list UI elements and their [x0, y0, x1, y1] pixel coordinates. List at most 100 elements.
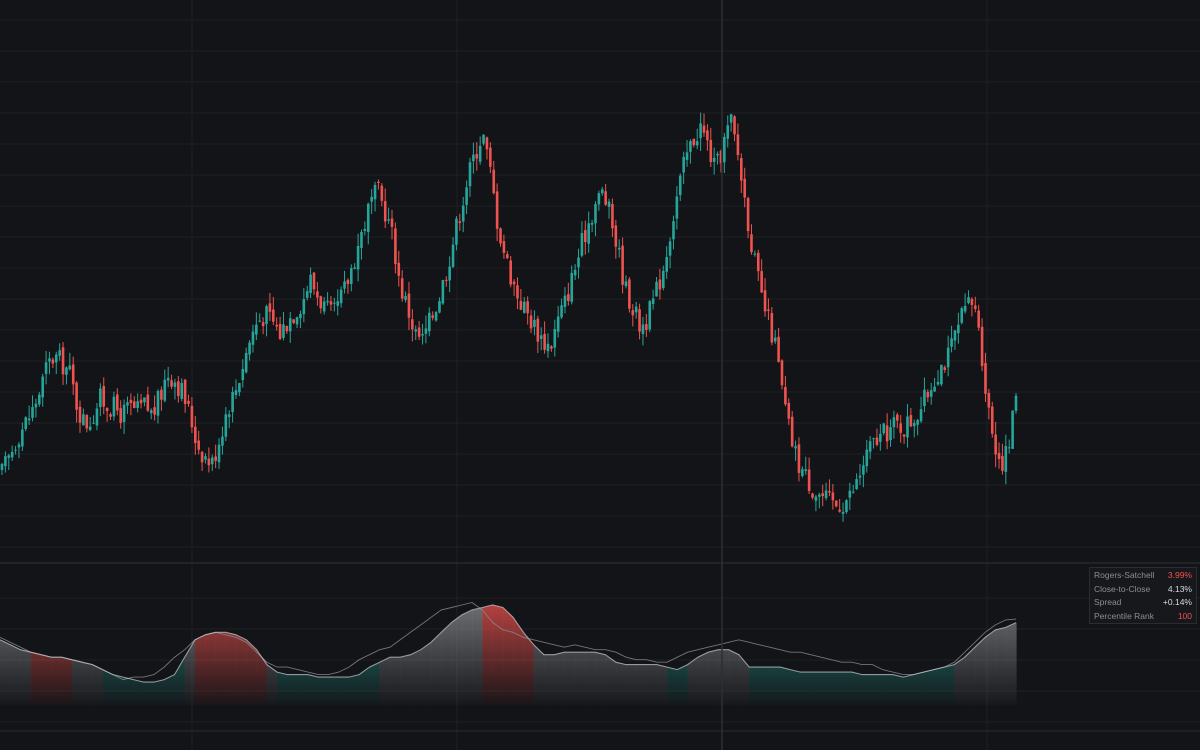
- candle-body: [889, 427, 892, 441]
- candle-body: [760, 271, 763, 293]
- volatility-fill-segment: [985, 629, 997, 705]
- candle-body: [573, 269, 577, 276]
- stat-value: 4.13%: [1167, 583, 1192, 594]
- volatility-fill-segment: [246, 639, 258, 705]
- volatility-fill-segment: [10, 644, 22, 705]
- candle-body: [614, 225, 618, 247]
- candle-body: [892, 417, 896, 428]
- candle-body: [424, 328, 428, 334]
- candle-body: [444, 279, 448, 281]
- candle-body: [27, 418, 31, 421]
- candle-body: [868, 441, 872, 452]
- candle-body: [543, 333, 546, 350]
- volatility-fill-segment: [974, 637, 986, 705]
- candle-body: [926, 391, 930, 398]
- volatility-fill-segment: [112, 674, 124, 705]
- candle-body: [509, 260, 512, 285]
- candle-body: [665, 256, 668, 272]
- candle-body: [217, 444, 221, 463]
- candle-body: [658, 279, 662, 290]
- candle-body: [580, 233, 584, 256]
- candle-body: [475, 154, 479, 159]
- volatility-fill-segment: [461, 609, 473, 705]
- volatility-fill-segment: [882, 674, 894, 705]
- candle-body: [526, 301, 529, 314]
- candle-body: [977, 310, 980, 328]
- candle-body: [902, 434, 906, 437]
- candle-body: [997, 452, 1001, 459]
- candle-body: [411, 319, 414, 330]
- candle-body: [329, 301, 333, 305]
- candle-body: [455, 218, 458, 245]
- candle-body: [71, 364, 75, 385]
- volatility-fill-segment: [71, 659, 83, 705]
- volatility-fill-segment: [482, 604, 494, 705]
- candle-body: [44, 362, 48, 374]
- candle-body: [316, 291, 319, 298]
- candle-body: [906, 416, 909, 438]
- candle-body: [682, 156, 685, 173]
- candle-body: [801, 469, 804, 477]
- candle-body: [7, 455, 11, 458]
- candle-body: [560, 305, 563, 318]
- volatility-fill-segment: [410, 649, 422, 705]
- candle-body: [811, 493, 814, 498]
- candle-body: [1001, 455, 1004, 471]
- candle-body: [339, 289, 343, 304]
- volatility-fill-segment: [810, 672, 822, 705]
- candle-body: [170, 380, 173, 387]
- rogers-satchell-line: [0, 604, 1017, 683]
- stat-label: Spread: [1094, 597, 1122, 607]
- candle-body: [431, 315, 434, 318]
- candle-body: [987, 392, 991, 408]
- candle-body: [824, 490, 828, 499]
- candle-body: [980, 326, 984, 367]
- candle-body: [248, 342, 251, 355]
- candle-body: [502, 241, 506, 253]
- candle-body: [31, 406, 34, 418]
- candle-body: [984, 363, 987, 394]
- candle-body: [92, 422, 95, 424]
- volatility-fill: [0, 604, 1017, 705]
- candle-body: [194, 426, 197, 444]
- volatility-fill-segment: [0, 639, 11, 705]
- candle-body: [95, 408, 99, 426]
- candle-body: [994, 434, 997, 455]
- candle-body: [740, 158, 743, 181]
- volatility-fill-segment: [728, 649, 740, 705]
- candle-body: [845, 500, 848, 513]
- volatility-fill-segment: [51, 657, 63, 705]
- candle-body: [149, 410, 153, 414]
- candle-body: [522, 301, 526, 313]
- candle-body: [482, 134, 485, 144]
- candle-body: [302, 299, 306, 315]
- candle-body: [48, 358, 51, 362]
- candle-body: [417, 327, 421, 337]
- candle-body: [102, 385, 106, 407]
- candle-body: [346, 279, 350, 285]
- candle-body: [468, 162, 472, 187]
- candle-body: [255, 324, 258, 335]
- candle-body: [428, 312, 431, 332]
- candle-body: [190, 405, 194, 428]
- candle-body: [685, 152, 689, 160]
- volatility-fill-segment: [20, 649, 32, 705]
- candle-body: [662, 270, 665, 288]
- candle-body: [305, 291, 309, 298]
- candle-body: [651, 298, 655, 304]
- volatility-stats-panel: Rogers-Satchell 3.99% Close-to-Close 4.1…: [1089, 567, 1197, 624]
- candle-body: [489, 147, 492, 167]
- candle-body: [929, 390, 933, 397]
- volatility-fill-segment: [738, 654, 750, 705]
- volatility-fill-segment: [574, 652, 586, 705]
- volatility-fill-segment: [451, 614, 463, 705]
- candle-body: [472, 154, 475, 162]
- candle-body: [645, 324, 648, 330]
- candle-body: [814, 496, 818, 501]
- candle-body: [512, 281, 516, 285]
- volatility-fill-segment: [431, 632, 442, 705]
- candle-body: [492, 169, 496, 194]
- candle-body: [655, 281, 658, 297]
- volatility-fill-segment: [933, 667, 945, 705]
- candle-body: [224, 414, 228, 437]
